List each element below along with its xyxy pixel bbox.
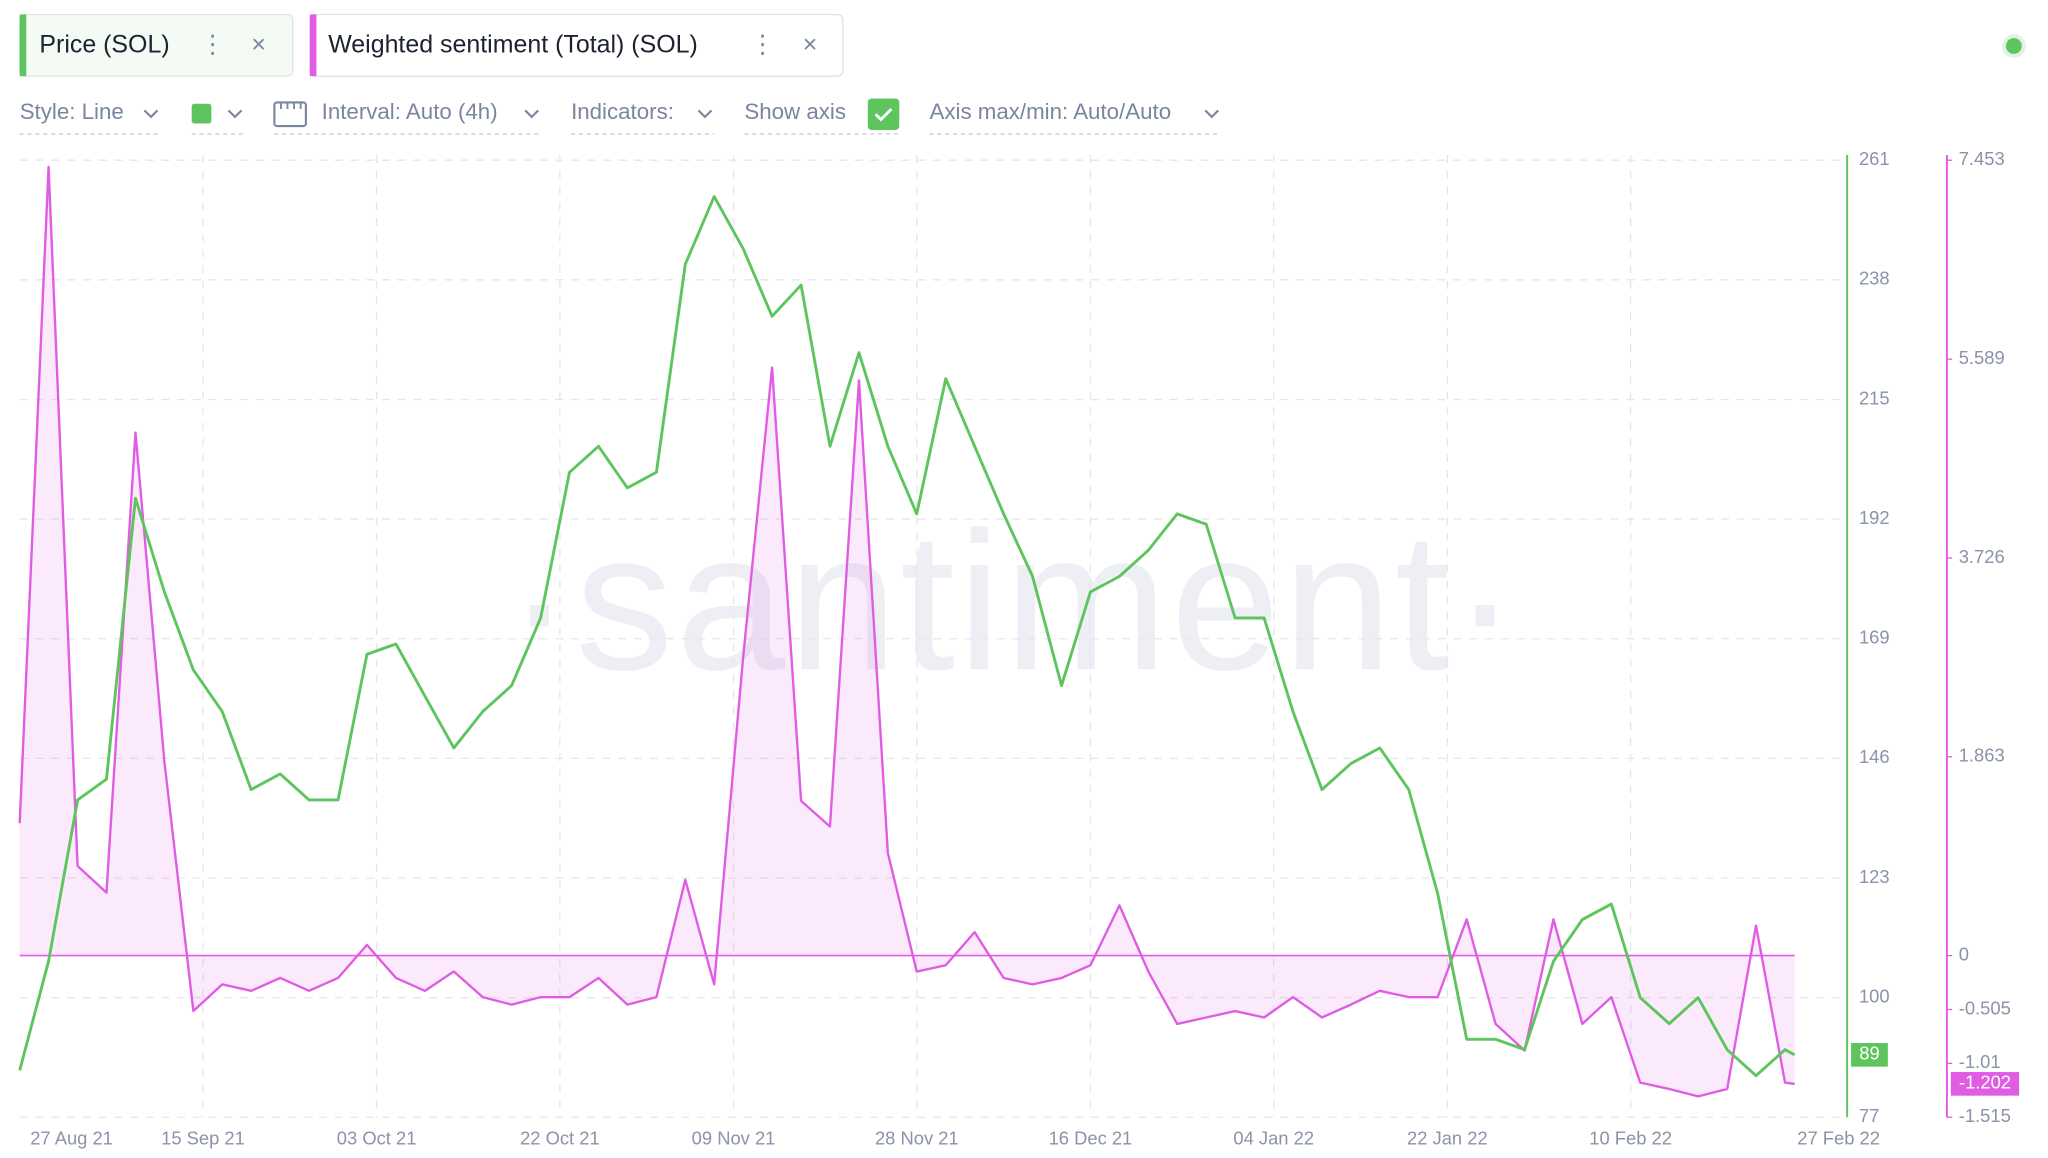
y2-tick-label: 1.863: [1959, 745, 2005, 766]
show-axis-label[interactable]: Show axis: [744, 99, 846, 124]
x-tick-label: 27 Feb 22: [1797, 1127, 1880, 1148]
y2-tick-label: -1.515: [1959, 1105, 2011, 1126]
y2-tick-label: 5.589: [1959, 347, 2005, 368]
series-line: [18, 165, 1795, 1098]
series-line: [18, 195, 1796, 1078]
color-swatch[interactable]: [191, 103, 212, 124]
tab-accent: [309, 14, 317, 77]
y-tick-label: 169: [1859, 627, 1890, 648]
axis-range-label[interactable]: Axis max/min: Auto/Auto: [929, 99, 1171, 124]
watermark: ·santiment·: [507, 491, 1521, 711]
plot: 27 Aug 21 15 Sep 21 03 Oct 21 22 Oct 21 09 N…: [18, 148, 2020, 1148]
y-tick-label: 146: [1859, 746, 1890, 767]
x-tick-label: 15 Sep 21: [161, 1127, 245, 1148]
interval-select[interactable]: Interval: Auto (4h): [273, 99, 541, 135]
x-tick-label: 16 Dec 21: [1049, 1127, 1133, 1148]
y2-tick-label: 0: [1959, 943, 1969, 964]
tab[interactable]: Weighted sentiment (Total) (SOL) ⋮ ×: [309, 13, 844, 77]
checkmark: [874, 107, 893, 122]
y2-tick-label: 3.726: [1959, 546, 2005, 567]
style-label[interactable]: Style: Line: [20, 99, 124, 124]
checkbox[interactable]: [867, 98, 900, 131]
x-tick-label: 09 Nov 21: [692, 1127, 776, 1148]
area: [19, 166, 1795, 1097]
tab-label[interactable]: Price (SOL): [39, 31, 169, 59]
y2-tick-label: 7.453: [1959, 148, 2005, 169]
y-tick-label: 192: [1859, 507, 1890, 528]
x-tick-label: 22 Oct 21: [520, 1127, 600, 1148]
tab-accent: [19, 14, 27, 77]
x-tick-label: 28 Nov 21: [875, 1127, 959, 1148]
calendar-ticks: [280, 102, 302, 110]
indicators-select[interactable]: Indicators:: [571, 99, 715, 135]
x-tick-label: 10 Feb 22: [1589, 1127, 1672, 1148]
last-value-badge: [1851, 1043, 1888, 1067]
y-tick-label: 77: [1859, 1105, 1879, 1126]
y2-tick-label: -1.01: [1959, 1051, 2001, 1072]
tab-label[interactable]: Weighted sentiment (Total) (SOL): [328, 31, 698, 59]
chevron: [524, 109, 539, 119]
tab[interactable]: Price (SOL) ⋮ ×: [19, 13, 294, 77]
y-tick-label: 100: [1859, 985, 1890, 1006]
y-tick-label: 215: [1859, 387, 1890, 408]
chevron: [1204, 109, 1220, 119]
y-tick-label: 238: [1859, 268, 1890, 289]
x-tick-label: 04 Jan 22: [1233, 1127, 1314, 1148]
interval-label[interactable]: Interval: Auto (4h): [322, 99, 498, 124]
chevron: [697, 109, 713, 119]
y-tick-label: 123: [1859, 866, 1890, 887]
show-axis-toggle[interactable]: Show axis: [744, 98, 900, 135]
x-tick-label: 22 Jan 22: [1407, 1127, 1488, 1148]
style-select[interactable]: Style: Line: [19, 99, 161, 135]
x-tick-label: 03 Oct 21: [337, 1127, 417, 1148]
last-value-label: 89: [1859, 1043, 1879, 1064]
x-tick-label: 27 Aug 21: [30, 1127, 113, 1148]
close-icon[interactable]: ×: [803, 31, 818, 59]
y-tick-label: 261: [1859, 148, 1890, 169]
last-value-label: -1.202: [1959, 1072, 2011, 1093]
chevron: [143, 109, 159, 119]
calendar-icon: [273, 101, 307, 128]
status-dot: [2005, 38, 2022, 54]
menu-icon[interactable]: ⋮: [200, 31, 225, 59]
indicators-label[interactable]: Indicators:: [571, 99, 674, 124]
close-icon[interactable]: ×: [251, 31, 266, 59]
y2-tick-label: -0.505: [1959, 997, 2011, 1018]
last-value-badge: [1950, 1072, 2020, 1096]
chevron: [227, 109, 243, 119]
color-select[interactable]: [191, 103, 245, 135]
axis-range-select[interactable]: Axis max/min: Auto/Auto: [929, 99, 1221, 135]
menu-icon[interactable]: ⋮: [750, 31, 775, 59]
